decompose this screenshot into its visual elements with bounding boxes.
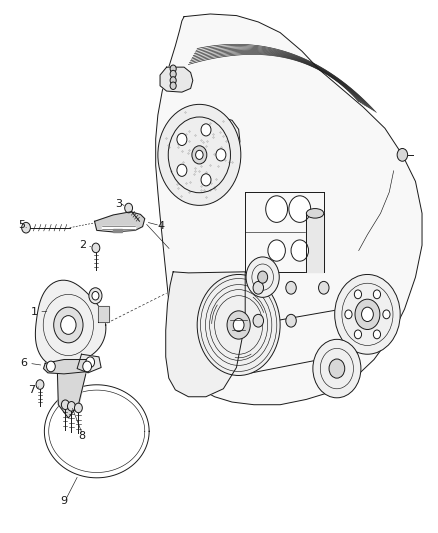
Circle shape [383, 310, 390, 319]
Circle shape [373, 330, 381, 339]
Circle shape [36, 379, 44, 389]
Circle shape [196, 150, 203, 159]
Circle shape [54, 307, 83, 343]
Circle shape [158, 104, 241, 205]
Circle shape [266, 196, 288, 222]
Polygon shape [164, 115, 240, 175]
Text: 8: 8 [78, 431, 85, 441]
Text: 2: 2 [79, 240, 86, 250]
Polygon shape [102, 226, 135, 229]
Circle shape [335, 274, 400, 354]
Polygon shape [160, 67, 193, 92]
Polygon shape [95, 212, 145, 232]
Polygon shape [57, 372, 86, 418]
Circle shape [345, 310, 352, 319]
Text: 6: 6 [20, 358, 27, 368]
Circle shape [92, 243, 100, 253]
Circle shape [170, 70, 176, 78]
Circle shape [313, 340, 361, 398]
Circle shape [197, 274, 280, 375]
Circle shape [258, 271, 268, 283]
Circle shape [46, 361, 55, 372]
Circle shape [397, 149, 408, 161]
Circle shape [177, 133, 187, 146]
Circle shape [329, 359, 345, 378]
Circle shape [216, 149, 226, 161]
Polygon shape [166, 272, 245, 397]
Circle shape [246, 257, 279, 297]
Ellipse shape [306, 208, 324, 218]
Circle shape [125, 203, 133, 213]
Circle shape [170, 82, 176, 90]
Text: 5: 5 [18, 220, 25, 230]
Circle shape [21, 222, 30, 233]
Circle shape [253, 314, 264, 327]
Circle shape [233, 318, 244, 332]
Circle shape [61, 400, 69, 409]
Circle shape [286, 281, 296, 294]
Circle shape [354, 290, 361, 298]
Circle shape [83, 361, 92, 372]
Text: 3: 3 [115, 199, 122, 209]
Circle shape [268, 240, 286, 261]
Circle shape [67, 401, 75, 411]
Circle shape [227, 311, 250, 339]
Circle shape [92, 292, 99, 300]
Circle shape [361, 307, 373, 321]
Circle shape [201, 124, 211, 136]
Circle shape [318, 281, 329, 294]
Polygon shape [113, 229, 122, 232]
Circle shape [289, 196, 311, 222]
Circle shape [170, 77, 176, 84]
Text: 9: 9 [60, 496, 67, 506]
Circle shape [354, 330, 361, 339]
Polygon shape [35, 280, 106, 367]
Polygon shape [43, 360, 92, 374]
Circle shape [192, 146, 207, 164]
Circle shape [61, 316, 76, 334]
Circle shape [177, 164, 187, 176]
Circle shape [253, 281, 264, 294]
Polygon shape [98, 306, 109, 322]
Circle shape [373, 290, 381, 298]
Circle shape [89, 288, 102, 304]
Text: 7: 7 [28, 385, 35, 395]
Circle shape [86, 357, 95, 368]
Circle shape [74, 403, 82, 413]
Circle shape [355, 299, 380, 329]
Text: 1: 1 [31, 306, 38, 317]
Polygon shape [77, 354, 101, 373]
Circle shape [201, 174, 211, 186]
Circle shape [286, 314, 296, 327]
Text: 4: 4 [158, 221, 165, 231]
Circle shape [291, 240, 308, 261]
Circle shape [170, 65, 176, 72]
Polygon shape [306, 213, 324, 272]
Polygon shape [155, 14, 422, 405]
